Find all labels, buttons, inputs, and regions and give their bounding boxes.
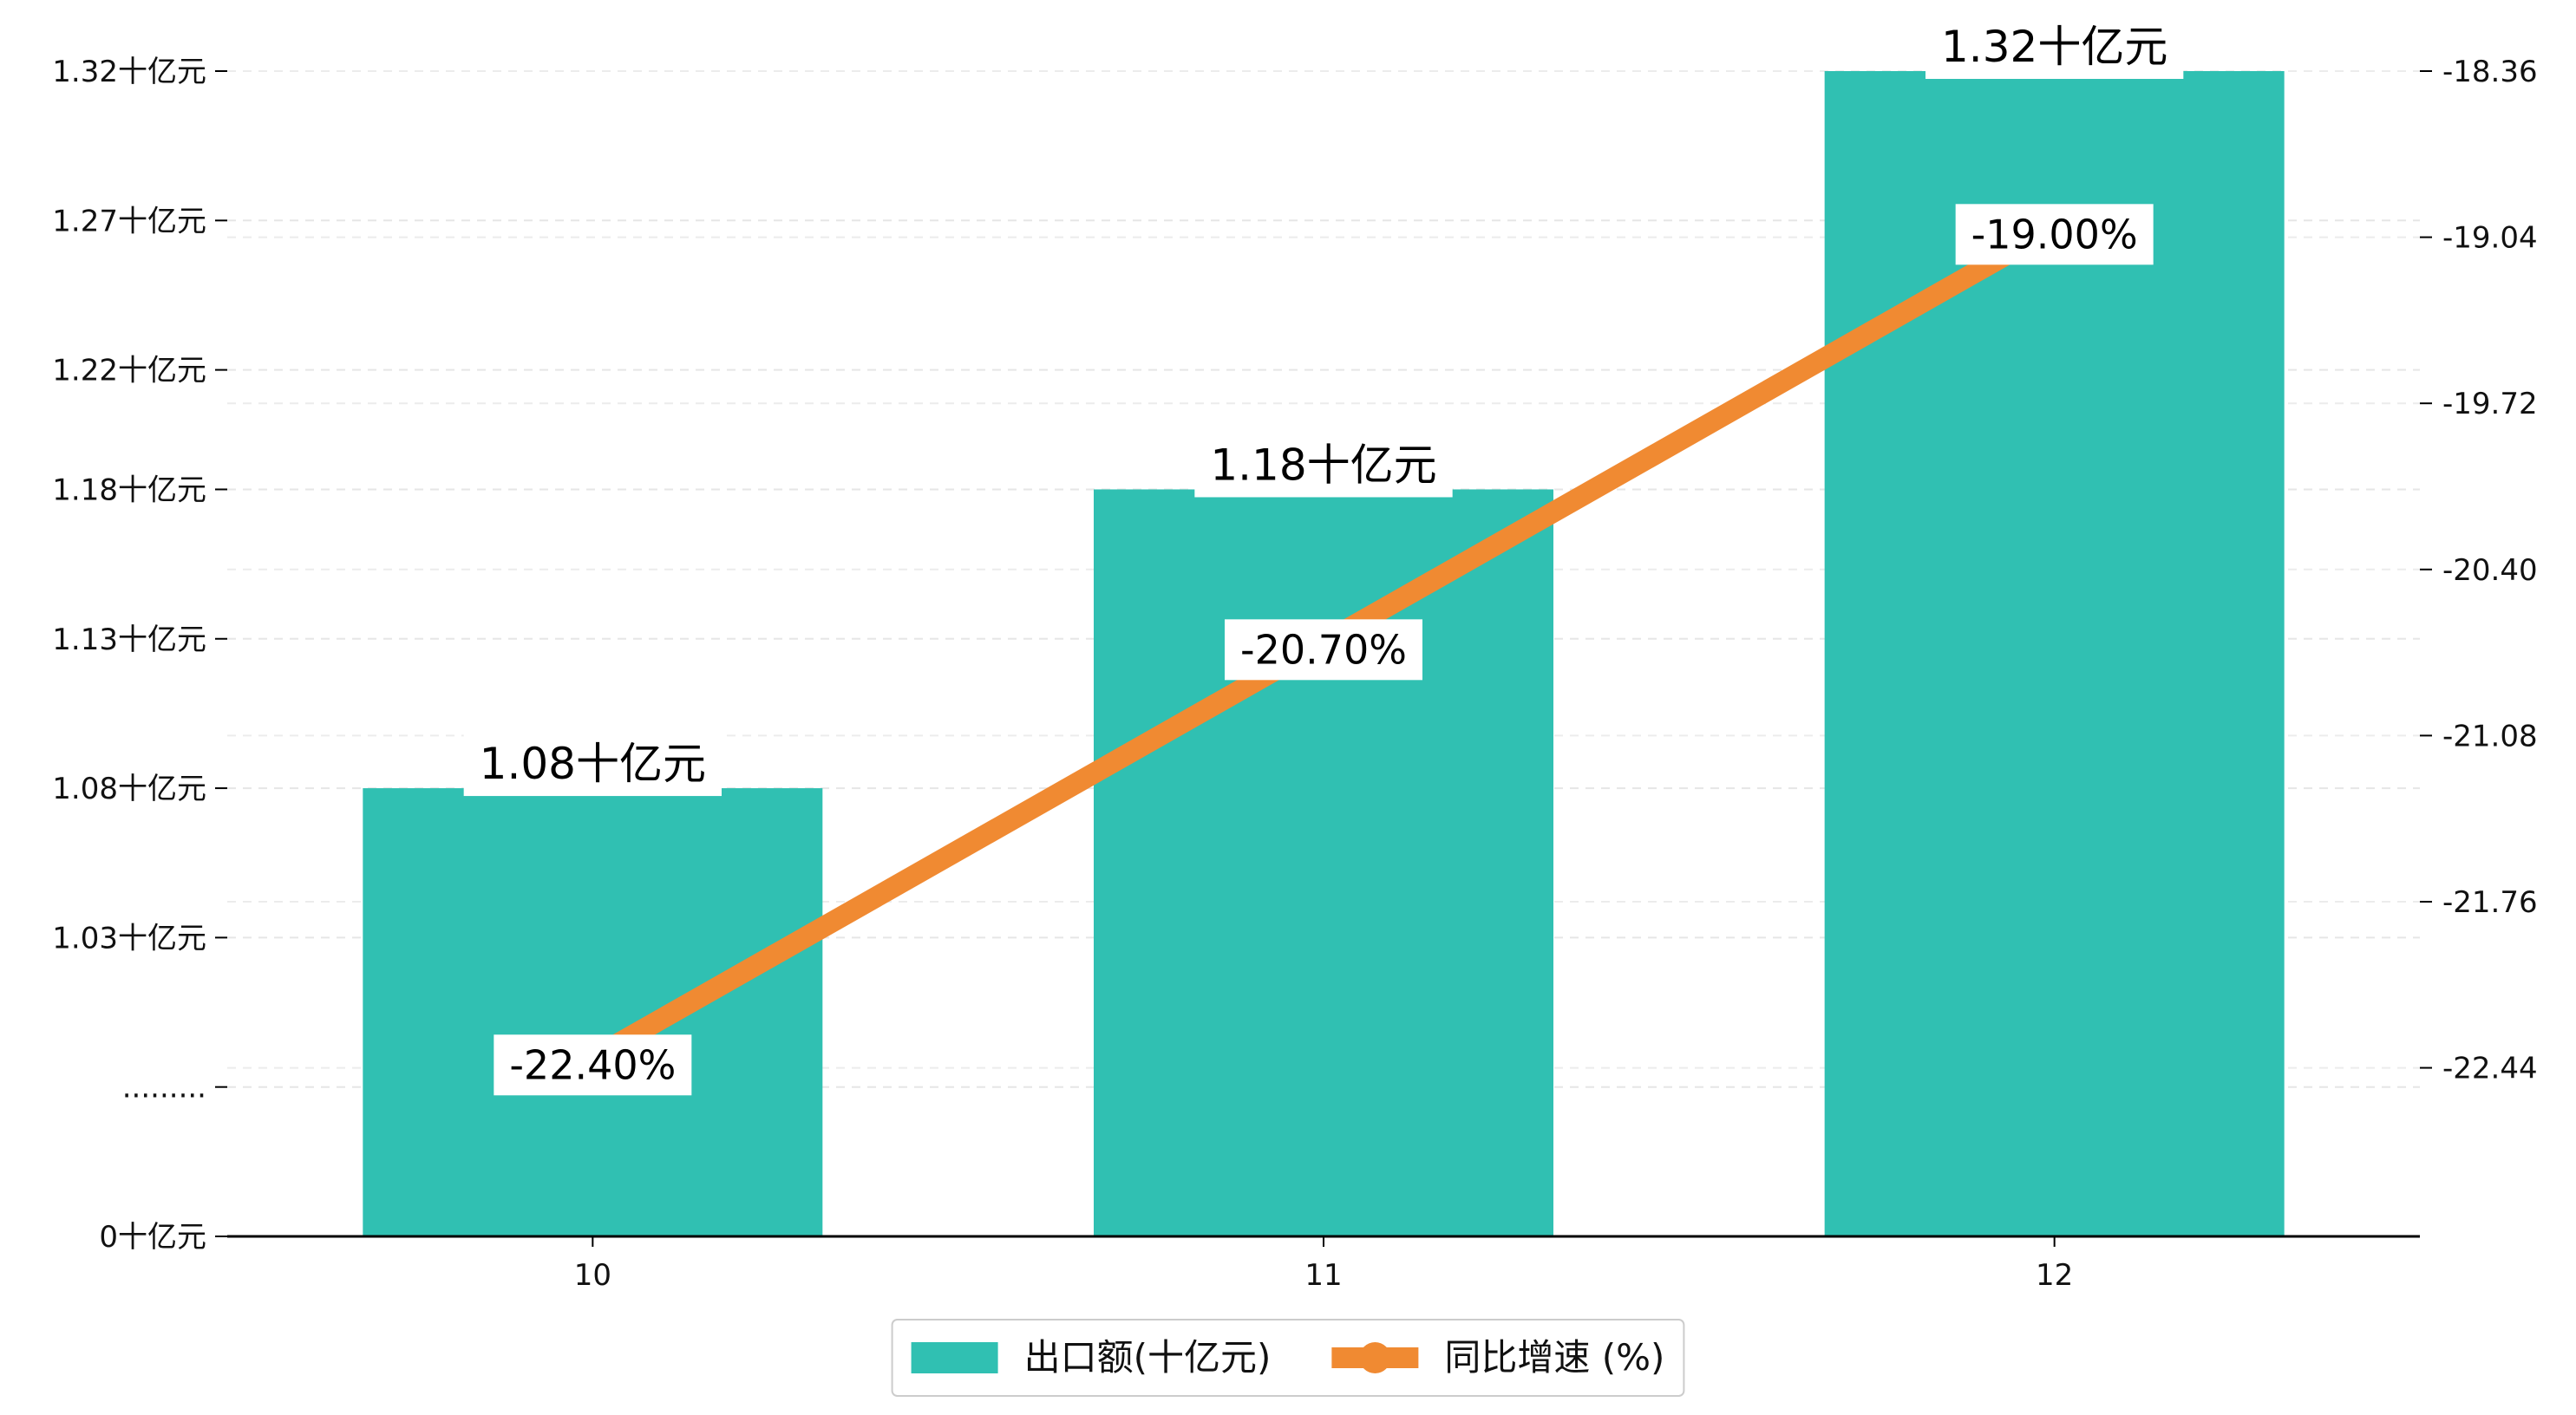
line-value-label: -22.40% xyxy=(494,1034,692,1096)
left-tick-label: 1.27十亿元 xyxy=(52,204,206,238)
line-value-label-text: -20.70% xyxy=(1240,626,1407,673)
x-tick-label: 12 xyxy=(2036,1258,2073,1293)
legend-swatch-marker xyxy=(1359,1342,1391,1373)
bar-value-label-text: 1.18十亿元 xyxy=(1210,440,1436,490)
line-value-label-box xyxy=(494,1034,692,1096)
left-tick-label: 1.08十亿元 xyxy=(52,772,206,806)
left-tick-label: 1.13十亿元 xyxy=(52,623,206,657)
x-tick-label: 11 xyxy=(1304,1258,1342,1293)
bar-value-label-box xyxy=(1194,433,1453,498)
bar xyxy=(1094,489,1553,1236)
left-tick-label: ......... xyxy=(122,1071,206,1105)
line-value-label-box xyxy=(1225,619,1422,681)
legend-label-bar: 出口额(十亿元) xyxy=(1024,1336,1272,1379)
left-tick-label: 1.03十亿元 xyxy=(52,921,206,955)
axes: 10 11 12 0十亿元......... 1.03十亿元 1.08十亿元 1.13十亿元… xyxy=(52,55,2537,1293)
right-tick-label: -19.72 xyxy=(2442,387,2538,421)
line-value-label: -19.00% xyxy=(1955,204,2154,265)
bar xyxy=(363,788,823,1236)
line-value-label-text: -19.00% xyxy=(1971,211,2138,258)
bar-value-label-box xyxy=(463,732,722,797)
bar xyxy=(1824,71,2285,1236)
legend: 出口额(十亿元) 同比增速 (%) xyxy=(891,1319,1685,1397)
data-labels: 1.08十亿元 1.18十亿元 1.32十亿元 -22.40% -20.70% -19.0… xyxy=(463,15,2184,1096)
right-tick-label: -19.04 xyxy=(2442,221,2538,256)
legend-swatch-bar xyxy=(911,1342,998,1373)
right-tick-label: -22.44 xyxy=(2442,1052,2538,1086)
right-tick-label: -21.08 xyxy=(2442,719,2538,753)
bar-series xyxy=(363,71,2285,1236)
right-tick-label: -20.40 xyxy=(2442,553,2538,588)
legend-box: 出口额(十亿元) 同比增速 (%) xyxy=(891,1319,1685,1397)
bar-value-label-box xyxy=(1925,15,2184,79)
left-tick-label: 1.22十亿元 xyxy=(52,354,206,388)
right-tick-label: -21.76 xyxy=(2442,885,2538,920)
right-tick-label: -18.36 xyxy=(2442,55,2538,89)
bar-value-label: 1.08十亿元 xyxy=(463,732,722,797)
bar-value-label-text: 1.32十亿元 xyxy=(1941,22,2167,72)
bar-value-label: 1.32十亿元 xyxy=(1925,15,2184,79)
bar-value-label-text: 1.08十亿元 xyxy=(480,739,706,789)
x-tick-label: 10 xyxy=(574,1258,611,1293)
left-tick-label: 0十亿元 xyxy=(99,1220,206,1255)
legend-label-line: 同比增速 (%) xyxy=(1444,1336,1664,1379)
bar-value-label: 1.18十亿元 xyxy=(1194,433,1453,498)
line-value-label: -20.70% xyxy=(1225,619,1422,681)
line-value-label-box xyxy=(1955,204,2154,265)
left-tick-label: 1.18十亿元 xyxy=(52,473,206,507)
left-tick-label: 1.32十亿元 xyxy=(52,55,206,89)
line-value-label-text: -22.40% xyxy=(509,1041,676,1088)
legend-frame xyxy=(891,1319,1685,1397)
